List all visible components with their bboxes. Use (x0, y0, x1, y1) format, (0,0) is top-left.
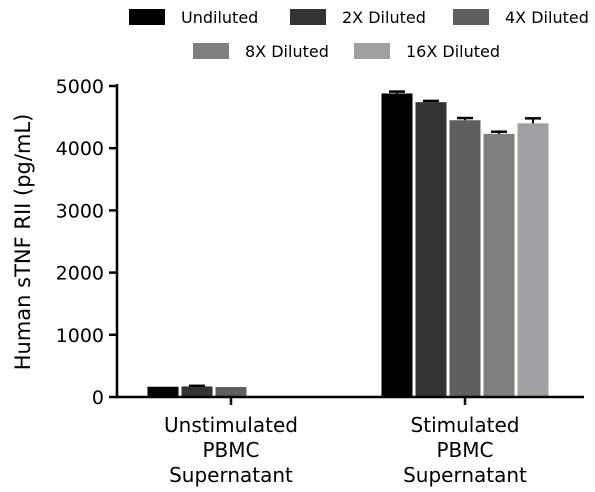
y-tick-label-2: 2000 (56, 263, 104, 285)
bar-1-3 (483, 133, 515, 398)
bar-1-1 (415, 102, 447, 397)
y-tick-label-4: 4000 (56, 138, 104, 160)
y-tick-label-5: 5000 (56, 76, 104, 98)
bar-0-2 (215, 387, 247, 397)
x-category-label-0-2: Supernatant (169, 463, 293, 487)
legend-swatch-0 (129, 9, 165, 25)
x-category-label-1-1: PBMC (436, 438, 493, 462)
x-category-label-0-0: Unstimulated (164, 413, 298, 437)
bar-0-0 (147, 386, 179, 397)
x-category-label-0-1: PBMC (202, 438, 259, 462)
bar-1-0 (381, 93, 413, 398)
y-tick-label-1: 1000 (56, 325, 104, 347)
legend-swatch-4 (354, 43, 390, 59)
y-axis-label: Human sTNF RII (pg/mL) (11, 114, 35, 371)
y-tick-label-0: 0 (92, 387, 104, 409)
legend-swatch-3 (193, 43, 229, 59)
legend-swatch-2 (453, 9, 489, 25)
legend-swatch-1 (290, 9, 326, 25)
x-category-label-1-0: Stimulated (411, 413, 520, 437)
legend-label-2: 4X Diluted (505, 8, 589, 27)
legend-label-3: 8X Diluted (245, 42, 329, 61)
bar-1-4 (517, 123, 549, 397)
legend-label-0: Undiluted (181, 8, 258, 27)
legend-label-4: 16X Diluted (406, 42, 500, 61)
legend: Undiluted 2X Diluted 4X Diluted 8X Diluted 1… (129, 8, 589, 61)
axes: 010002000300040005000UnstimulatedPBMCSup… (56, 76, 584, 487)
bar-0-1 (181, 386, 213, 397)
x-category-label-1-2: Supernatant (403, 463, 527, 487)
bar-1-2 (449, 120, 481, 398)
bars (147, 90, 549, 398)
y-tick-label-3: 3000 (56, 200, 104, 222)
legend-label-1: 2X Diluted (342, 8, 426, 27)
